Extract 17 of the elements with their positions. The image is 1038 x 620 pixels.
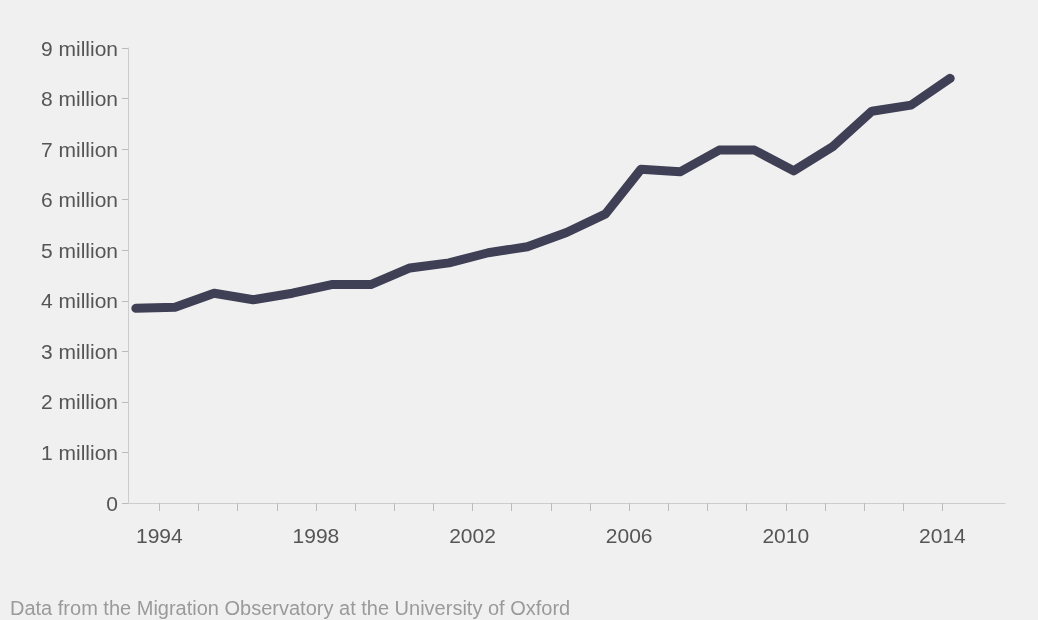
y-tick-label: 2 million: [40, 390, 118, 414]
y-tick-label: 1 million: [40, 440, 118, 464]
x-tick-label: 1994: [135, 524, 183, 547]
x-tick-label: 1998: [292, 524, 340, 547]
text: Data from the Migration Observatory at the University of Oxford: [10, 597, 571, 619]
y-tick-label: 7 million: [40, 137, 118, 161]
y-tick-label: 9 million: [40, 36, 118, 60]
x-tick-label: 2002: [449, 524, 496, 547]
x-tick-label: 2014: [919, 524, 967, 547]
x-tick-label: 2006: [605, 524, 653, 547]
y-tick-label: 5 million: [40, 238, 118, 262]
y-tick-label: 4 million: [40, 289, 118, 313]
y-tick-label: 6 million: [40, 188, 118, 212]
y-tick-label: 0: [106, 491, 118, 515]
y-tick-label: 8 million: [40, 87, 118, 111]
x-tick-label: 2010: [762, 524, 810, 547]
y-tick-label: 3 million: [40, 339, 118, 363]
